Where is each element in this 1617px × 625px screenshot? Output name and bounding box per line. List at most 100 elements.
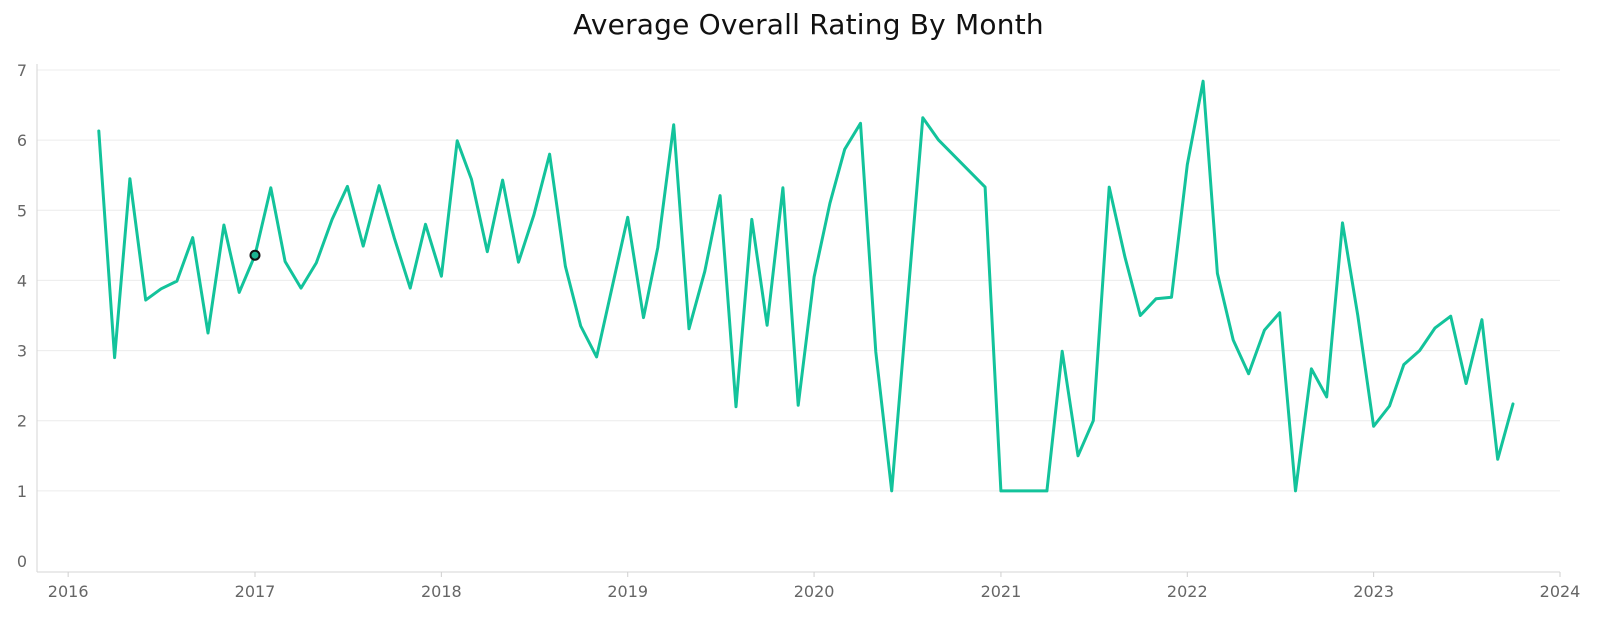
data-point[interactable]	[267, 184, 275, 192]
data-point[interactable]	[375, 182, 383, 190]
data-point[interactable]	[670, 121, 678, 129]
data-point[interactable]	[157, 285, 165, 293]
data-point[interactable]	[437, 272, 445, 280]
data-point[interactable]	[1462, 380, 1470, 388]
data-point[interactable]	[343, 182, 351, 190]
data-point[interactable]	[685, 325, 693, 333]
data-point[interactable]	[1509, 400, 1517, 408]
data-point[interactable]	[1089, 417, 1097, 425]
data-point[interactable]	[1478, 316, 1486, 324]
data-point[interactable]	[1447, 312, 1455, 320]
data-point[interactable]	[1136, 312, 1144, 320]
data-point[interactable]	[1229, 336, 1237, 344]
data-point[interactable]	[142, 296, 150, 304]
data-point[interactable]	[1323, 393, 1331, 401]
data-point[interactable]	[810, 273, 818, 281]
data-point[interactable]	[1043, 487, 1051, 495]
data-point[interactable]	[359, 242, 367, 250]
y-tick-label: 1	[17, 482, 27, 501]
data-point[interactable]	[779, 184, 787, 192]
data-point[interactable]	[857, 119, 865, 127]
data-point[interactable]	[126, 175, 134, 183]
series-layer	[97, 79, 1515, 493]
data-point[interactable]	[1152, 295, 1160, 303]
data-point[interactable]	[1183, 161, 1191, 169]
y-tick-label: 6	[17, 131, 27, 150]
data-point[interactable]	[1168, 293, 1176, 301]
data-point[interactable]	[297, 284, 305, 292]
data-point[interactable]	[111, 354, 119, 362]
data-point[interactable]	[654, 244, 662, 252]
data-point[interactable]	[1013, 487, 1021, 495]
y-tick-label: 4	[17, 271, 27, 290]
data-point[interactable]	[406, 284, 414, 292]
data-points	[95, 77, 1517, 495]
data-point[interactable]	[1105, 183, 1113, 191]
data-point[interactable]	[826, 199, 834, 207]
data-point[interactable]	[468, 175, 476, 183]
data-point[interactable]	[390, 234, 398, 242]
y-tick-label: 2	[17, 412, 27, 431]
data-point[interactable]	[1354, 312, 1362, 320]
data-point[interactable]	[95, 127, 103, 135]
data-point[interactable]	[530, 211, 538, 219]
data-point[interactable]	[732, 403, 740, 411]
data-point[interactable]	[546, 150, 554, 158]
data-point[interactable]	[624, 213, 632, 221]
data-point[interactable]	[935, 136, 943, 144]
data-point[interactable]	[453, 137, 461, 145]
data-point[interactable]	[919, 114, 927, 122]
data-point[interactable]	[173, 277, 181, 285]
data-point[interactable]	[701, 267, 709, 275]
data-point[interactable]	[561, 262, 569, 270]
data-point[interactable]	[640, 314, 648, 322]
data-point[interactable]	[204, 329, 212, 337]
data-point[interactable]	[312, 259, 320, 267]
data-point[interactable]	[841, 145, 849, 153]
data-point[interactable]	[1400, 361, 1408, 369]
data-point[interactable]	[872, 348, 880, 356]
data-point[interactable]	[1370, 422, 1378, 430]
data-point[interactable]	[1416, 347, 1424, 355]
x-tick-label: 2017	[235, 582, 276, 601]
data-point[interactable]	[328, 215, 336, 223]
data-point[interactable]	[1307, 365, 1315, 373]
data-point[interactable]	[1121, 253, 1129, 261]
data-point[interactable]	[577, 322, 585, 330]
chart-title: Average Overall Rating By Month	[573, 8, 1044, 41]
data-point[interactable]	[220, 221, 228, 229]
data-point[interactable]	[235, 288, 243, 296]
series-line	[97, 79, 1515, 493]
data-point[interactable]	[1245, 370, 1253, 378]
data-point[interactable]	[1213, 269, 1221, 277]
data-point[interactable]	[763, 321, 771, 329]
data-point[interactable]	[515, 258, 523, 266]
data-point[interactable]	[499, 176, 507, 184]
data-point[interactable]	[1276, 309, 1284, 317]
data-point[interactable]	[1339, 219, 1347, 227]
data-point[interactable]	[1074, 452, 1082, 460]
data-point[interactable]	[1058, 347, 1066, 355]
data-point[interactable]	[1494, 455, 1502, 463]
data-point[interactable]	[1292, 487, 1300, 495]
data-point[interactable]	[483, 248, 491, 256]
data-point[interactable]	[422, 220, 430, 228]
data-point[interactable]	[1260, 326, 1268, 334]
x-tick-label: 2022	[1167, 582, 1208, 601]
highlighted-data-point[interactable]	[249, 249, 261, 261]
data-point[interactable]	[593, 353, 601, 361]
data-point[interactable]	[981, 183, 989, 191]
data-point[interactable]	[1431, 324, 1439, 332]
data-point[interactable]	[1386, 402, 1394, 410]
data-point[interactable]	[281, 258, 289, 266]
data-point[interactable]	[794, 401, 802, 409]
data-point[interactable]	[1199, 77, 1207, 85]
data-point[interactable]	[189, 234, 197, 242]
data-point[interactable]	[888, 487, 896, 495]
data-point[interactable]	[748, 215, 756, 223]
data-point[interactable]	[716, 192, 724, 200]
data-point[interactable]	[997, 487, 1005, 495]
x-tick-label: 2023	[1353, 582, 1394, 601]
